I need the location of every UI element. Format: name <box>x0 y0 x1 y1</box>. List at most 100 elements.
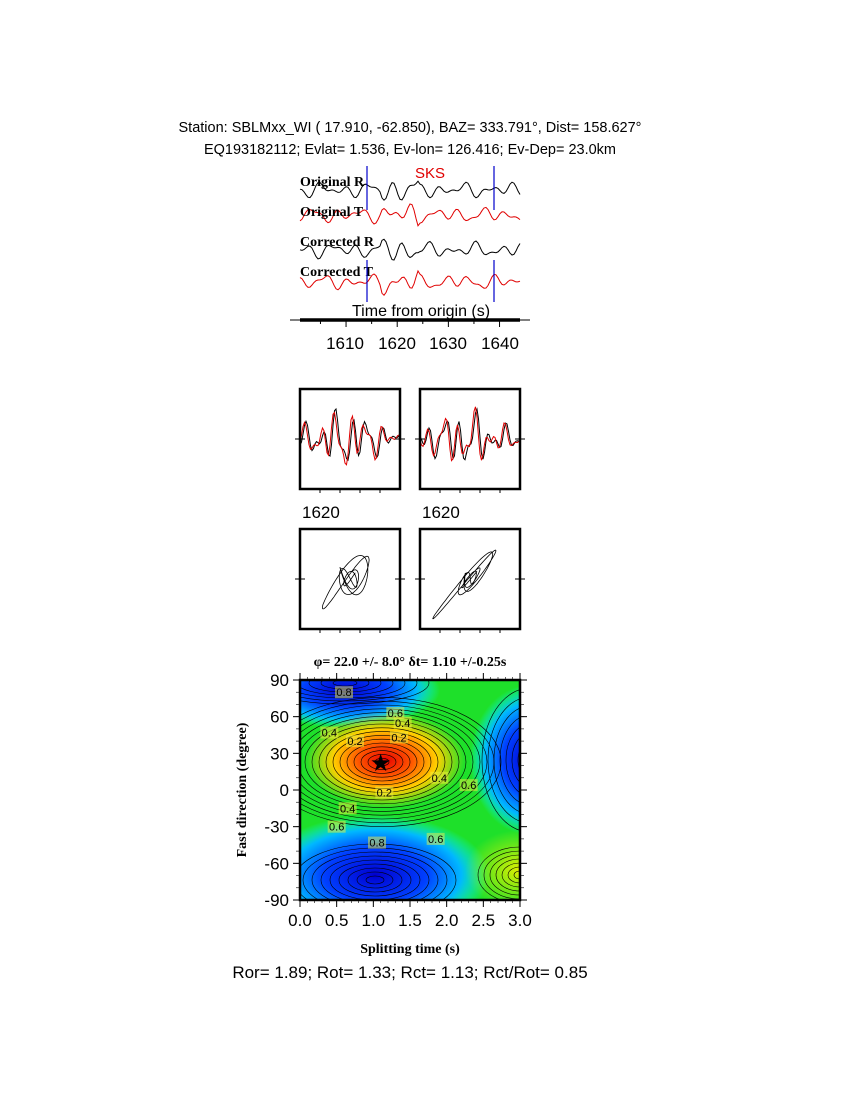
original-particle-motion-panel <box>298 527 402 631</box>
time-tick-1610: 1610 <box>326 334 364 353</box>
trace-label-corrected-r: Corrected R <box>300 235 375 250</box>
contour-label: 0.4 <box>395 718 410 730</box>
contour-line <box>347 867 403 893</box>
contour-label-bg <box>390 731 408 744</box>
contour-label: 0.4 <box>432 773 447 785</box>
contour-line <box>493 707 520 813</box>
y-tick-label: -60 <box>264 854 289 873</box>
contour-label: 0.8 <box>336 687 351 699</box>
station-info: Station: SBLMxx_WI ( 17.910, -62.850), B… <box>178 120 642 136</box>
best-fit-star-icon: ★ <box>370 750 392 777</box>
contour-line <box>513 870 520 880</box>
corrected-waveform-panel <box>418 387 522 491</box>
y-tick-label: -30 <box>264 818 289 837</box>
chart-title: φ= 22.0 +/- 8.0° δt= 1.10 +/-0.25s <box>314 655 507 670</box>
waveform-traces <box>299 180 521 296</box>
contour-line <box>481 689 520 831</box>
ratio-summary: Ror= 1.89; Rot= 1.33; Rct= 1.13; Rct/Rot… <box>232 963 587 982</box>
contour-label: 0.6 <box>329 822 344 834</box>
x-tick-label: 2.0 <box>435 911 459 930</box>
contour-label: 0.2 <box>347 736 362 748</box>
contour-line <box>311 723 453 801</box>
contour-label: 0.2 <box>377 787 392 799</box>
contour-label-bg <box>338 802 357 815</box>
time-tick-1630: 1630 <box>429 334 467 353</box>
trace-label-original-t: Original T <box>300 205 364 220</box>
contour-line <box>495 858 520 892</box>
trace-corrected-t <box>299 269 521 296</box>
contour-label-bg <box>320 726 339 739</box>
contour-line <box>360 750 404 774</box>
contour-label-bg <box>430 771 449 784</box>
contour-line <box>511 737 520 783</box>
trace-label-corrected-t: Corrected T <box>300 265 374 280</box>
contour-line <box>304 719 460 805</box>
corrected-particle-motion <box>432 549 497 620</box>
contour-line <box>320 855 430 900</box>
x-tick-label: 2.5 <box>472 911 496 930</box>
time-tick-1640: 1640 <box>481 334 519 353</box>
contour-labels: 0.80.60.40.40.2 0.20.40.60.20.40.60.8 0.6 <box>320 686 478 850</box>
time-axis-label: Time from origin (s) <box>352 303 490 320</box>
contour-line <box>505 726 520 794</box>
contour-label: 0.6 <box>428 834 443 846</box>
contour-label: 0.6 <box>461 780 476 792</box>
contour-line <box>501 862 520 888</box>
particle-motion-path <box>432 549 497 620</box>
y-tick-label: 60 <box>270 708 289 727</box>
contour-line <box>353 746 411 778</box>
contour-line <box>300 708 481 816</box>
contour-label-bg <box>335 686 353 699</box>
contour-label: 0.4 <box>322 728 337 740</box>
contour-line <box>300 716 467 808</box>
contour-line <box>300 704 488 820</box>
contour-line <box>499 717 520 803</box>
contour-line <box>300 680 430 705</box>
contour-line <box>477 846 520 900</box>
surface-min <box>305 712 465 808</box>
contour-label-bg <box>368 836 386 849</box>
misfit-surface: 0.80.60.40.40.2 0.20.40.60.20.40.60.8 0.6 <box>300 680 520 900</box>
particle-motion-path <box>322 554 370 610</box>
small-waveform-transverse <box>420 406 520 462</box>
contour-line <box>489 854 520 896</box>
panel-time-label-right: 1620 <box>422 503 460 522</box>
contour-line <box>329 859 421 900</box>
contour-line <box>338 863 412 897</box>
contour-label: 0.2 <box>391 732 406 744</box>
y-axis-label: Fast direction (degree) <box>235 722 250 857</box>
contour-line <box>483 850 520 900</box>
x-tick-label: 3.0 <box>508 911 532 930</box>
contour-label-bg <box>346 735 364 748</box>
contour-label-bg <box>426 832 445 845</box>
contour-label-bg <box>327 820 346 833</box>
x-tick-label: 1.5 <box>398 911 422 930</box>
contour-line <box>507 866 520 884</box>
x-tick-label: 0.0 <box>288 911 312 930</box>
small-waveform-transverse <box>300 411 400 466</box>
contour-line <box>300 697 502 827</box>
y-tick-label: 90 <box>270 671 289 690</box>
contour-label-bg <box>386 707 405 719</box>
contour-label-bg <box>375 786 394 799</box>
trace-original-t <box>299 203 521 227</box>
x-tick-label: 1.0 <box>362 911 386 930</box>
time-tick-1620: 1620 <box>378 334 416 353</box>
corrected-particle-motion-panel <box>418 527 522 631</box>
y-tick-label: -90 <box>264 891 289 910</box>
contour-line <box>367 754 397 770</box>
contour-line <box>487 698 520 822</box>
x-axis-label: Splitting time (s) <box>360 942 460 957</box>
event-info: EQ193182112; Evlat= 1.536, Ev-lon= 126.4… <box>203 142 617 158</box>
contour-line <box>300 712 474 812</box>
contour-label: 0.8 <box>369 838 384 850</box>
contour-line <box>356 871 394 889</box>
contour-line <box>374 757 390 767</box>
trace-label-original-r: Original R <box>300 175 365 190</box>
x-tick-label: 0.5 <box>325 911 349 930</box>
contour-line <box>365 875 385 885</box>
original-particle-motion <box>322 554 370 610</box>
contour-line <box>332 680 358 687</box>
phase-label-sks: SKS <box>415 165 445 182</box>
